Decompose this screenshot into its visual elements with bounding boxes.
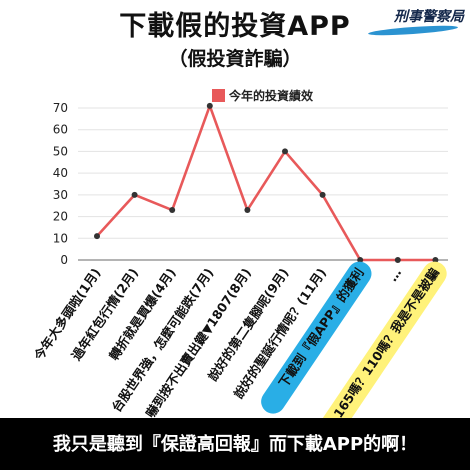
data-point <box>319 191 326 198</box>
x-tick-label: 轉折就是買爆(4月) <box>106 265 179 363</box>
data-point <box>94 233 100 240</box>
data-point <box>244 207 251 214</box>
data-point <box>131 191 138 198</box>
y-tick-label: 60 <box>53 123 68 137</box>
caption-text: 我只是聽到『保證高回報』而下載APP的啊！ <box>52 434 418 455</box>
police-logo: 刑事警察局 <box>364 5 464 41</box>
highlight-blue-pill <box>261 261 372 414</box>
x-tick-group: 過年紅包行情(2月) <box>68 265 141 363</box>
data-point <box>394 257 401 263</box>
page-subtitle: （假投資詐騙） <box>168 48 302 70</box>
x-tick-label: 過年紅包行情(2月) <box>68 265 141 363</box>
x-tick-label: 今年大多頭啦(1月) <box>30 265 103 363</box>
legend-swatch <box>212 89 225 102</box>
x-tick-group: 轉折就是買爆(4月) <box>106 265 179 363</box>
y-tick-label: 0 <box>60 253 68 267</box>
page-title: 下載假的投資APP <box>119 11 351 42</box>
data-point <box>357 257 364 263</box>
series-line <box>96 104 436 262</box>
data-point <box>432 257 439 263</box>
x-tick-group: 今年大多頭啦(1月) <box>30 265 103 363</box>
x-tick-label: … <box>385 265 404 284</box>
y-tick-label: 30 <box>53 188 68 202</box>
logo-text: 刑事警察局 <box>394 9 464 25</box>
caption-bar: 我只是聽到『保證高回報』而下載APP的啊！ <box>0 418 470 470</box>
data-point <box>282 148 288 155</box>
y-tick-label: 20 <box>53 210 68 224</box>
y-tick-label: 50 <box>53 144 68 158</box>
data-point <box>169 207 176 214</box>
y-tick-label: 70 <box>53 101 68 115</box>
line-chart: 0 10 20 30 40 50 60 70 今年的投資績效今年大多頭啦(1月)過年紅包行情(2… <box>30 88 448 418</box>
data-point <box>206 102 213 109</box>
y-tick-label: 10 <box>53 231 68 245</box>
y-tick-label: 40 <box>53 166 68 180</box>
x-tick-group: … <box>385 265 404 284</box>
legend-label: 今年的投資績效 <box>228 88 314 103</box>
highlight-yellow-pill <box>306 261 447 418</box>
